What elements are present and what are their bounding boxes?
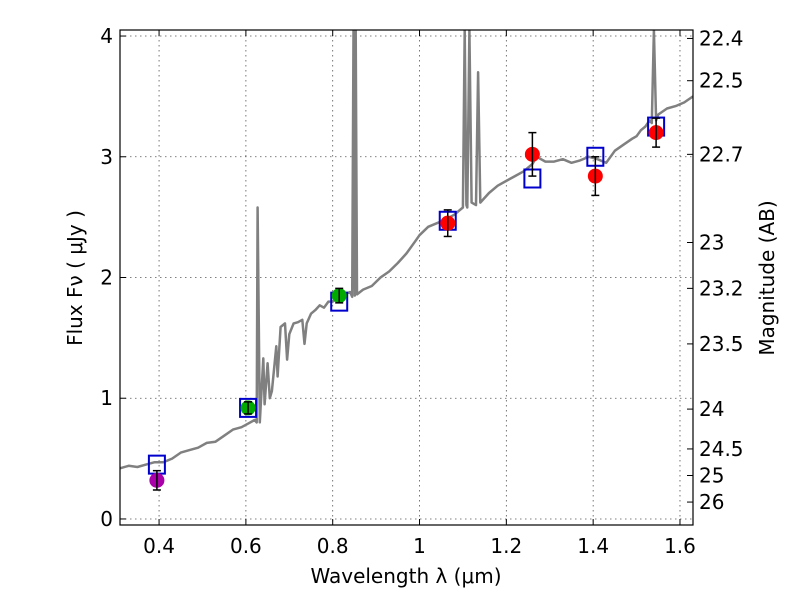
- y-axis-label: Flux Fν ( μJy ): [63, 210, 87, 346]
- y2-tick-label: 26: [699, 490, 724, 514]
- x-tick-label: 0.8: [317, 534, 349, 558]
- y2-tick-label: 22.7: [699, 142, 744, 166]
- x-tick-label: 1.6: [664, 534, 696, 558]
- y-tick-label: 3: [100, 145, 113, 169]
- y2-tick-label: 24: [699, 397, 724, 421]
- y-tick-label: 1: [100, 386, 113, 410]
- x-tick-label: 0.6: [230, 534, 262, 558]
- y2-tick-label: 23: [699, 230, 724, 254]
- grid-lines: [120, 30, 693, 525]
- model-point-square: [239, 397, 258, 418]
- y-tick-label: 2: [100, 266, 113, 290]
- x-tick-label: 1.4: [577, 534, 609, 558]
- y-tick-label: 4: [100, 24, 113, 48]
- y2-tick-label: 23.5: [699, 332, 744, 356]
- x-tick-label: 0.4: [143, 534, 175, 558]
- y2-tick-label: 22.4: [699, 26, 744, 50]
- plot-area: [120, 30, 693, 491]
- y2-tick-label: 23.2: [699, 276, 744, 300]
- y2-tick-label: 22.5: [699, 69, 744, 93]
- x-axis-label: Wavelength λ (μm): [310, 564, 501, 588]
- y-tick-label: 0: [100, 507, 113, 531]
- x-tick-label: 1.2: [490, 534, 522, 558]
- y2-tick-label: 25: [699, 464, 724, 488]
- y2-tick-label: 24.5: [699, 437, 744, 461]
- x-tick-label: 1: [413, 534, 426, 558]
- y2-axis-label: Magnitude (AB): [755, 200, 779, 355]
- spectrum-line: [120, 30, 693, 470]
